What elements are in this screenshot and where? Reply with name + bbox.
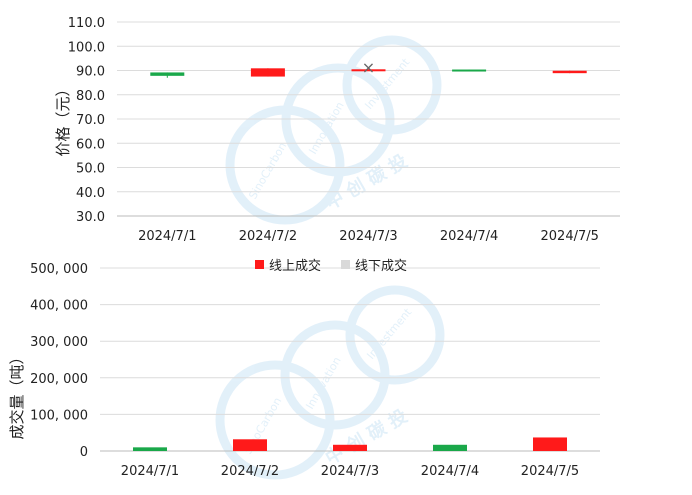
price-y-tick: 80.0 (76, 89, 105, 104)
legend-label: 线上成交 (269, 258, 321, 274)
price-x-tick: 2024/7/1 (138, 229, 196, 244)
volume-bar (533, 437, 567, 451)
watermark-text-a: SinoCarbon (246, 140, 289, 201)
price-y-tick: 70.0 (76, 113, 105, 128)
volume-y-axis-title: 成交量（吨） (8, 349, 26, 439)
price-candle-body (150, 72, 185, 76)
price-y-tick: 50.0 (76, 162, 105, 177)
legend-swatch (341, 260, 350, 269)
volume-chart: 500, 000 400, 000 300, 000 200, 000 100, 000… (8, 258, 600, 479)
volume-y-tick: 100, 000 (30, 408, 88, 423)
volume-y-tick: 200, 000 (30, 372, 88, 387)
price-x-tick: 2024/7/5 (541, 229, 599, 244)
legend-label: 线下成交 (355, 258, 407, 274)
volume-y-tick: 400, 000 (30, 299, 88, 314)
price-y-tick: 110.0 (68, 16, 105, 31)
volume-bar (133, 447, 167, 451)
price-y-tick: 30.0 (76, 210, 105, 225)
price-x-tick: 2024/7/4 (440, 229, 498, 244)
price-candle-body (552, 70, 587, 74)
price-x-tick: 2024/7/3 (339, 229, 397, 244)
volume-x-tick: 2024/7/3 (321, 464, 379, 479)
price-y-tick: 90.0 (76, 65, 105, 80)
watermark-text-c-2: Investment (364, 305, 414, 362)
volume-y-tick: 500, 000 (30, 262, 88, 277)
legend-swatch (255, 260, 264, 269)
price-chart: 110.0 100.0 90.0 80.0 70.0 60.0 50.0 40.0 30.0 20… (54, 16, 620, 244)
volume-bar (333, 444, 367, 451)
watermark-logo-top: SinoCarbon Innovation Investment 中 创 碳 投 (225, 35, 442, 225)
volume-x-tick: 2024/7/1 (121, 464, 179, 479)
price-candle-body (250, 68, 285, 77)
price-y-tick: 100.0 (68, 40, 105, 55)
volume-x-tick: 2024/7/5 (521, 464, 579, 479)
volume-y-tick: 300, 000 (30, 335, 88, 350)
price-candle-body (452, 69, 487, 72)
price-marker: × (362, 58, 375, 77)
price-x-tick: 2024/7/2 (239, 229, 297, 244)
price-candle-body (351, 69, 386, 72)
volume-x-tick: 2024/7/2 (221, 464, 279, 479)
volume-bar (233, 439, 267, 451)
price-y-axis-title: 价格（元） (54, 81, 72, 156)
volume-bar (433, 444, 467, 451)
volume-y-tick: 0 (80, 445, 88, 460)
volume-x-tick: 2024/7/4 (421, 464, 479, 479)
price-y-tick: 40.0 (76, 186, 105, 201)
price-y-tick: 60.0 (76, 137, 105, 152)
